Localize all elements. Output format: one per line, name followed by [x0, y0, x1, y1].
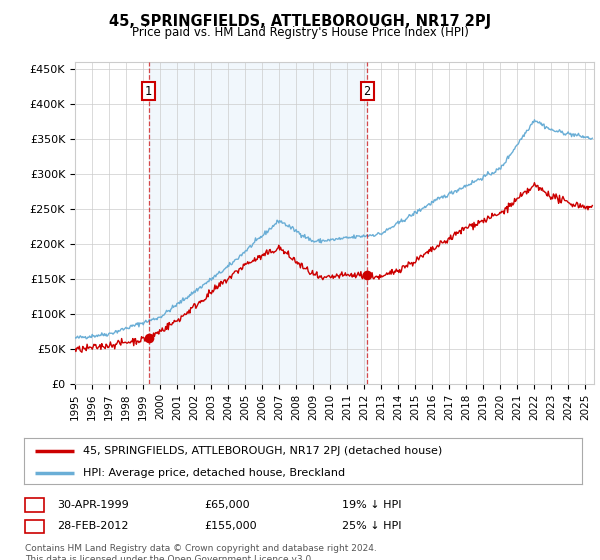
Text: 25% ↓ HPI: 25% ↓ HPI	[342, 521, 401, 531]
Text: 1: 1	[31, 500, 38, 510]
Text: Price paid vs. HM Land Registry's House Price Index (HPI): Price paid vs. HM Land Registry's House …	[131, 26, 469, 39]
Text: 2: 2	[364, 85, 371, 97]
Text: HPI: Average price, detached house, Breckland: HPI: Average price, detached house, Brec…	[83, 468, 345, 478]
Text: 45, SPRINGFIELDS, ATTLEBOROUGH, NR17 2PJ (detached house): 45, SPRINGFIELDS, ATTLEBOROUGH, NR17 2PJ…	[83, 446, 442, 456]
Text: 19% ↓ HPI: 19% ↓ HPI	[342, 500, 401, 510]
Text: 2: 2	[31, 521, 38, 531]
Text: 45, SPRINGFIELDS, ATTLEBOROUGH, NR17 2PJ: 45, SPRINGFIELDS, ATTLEBOROUGH, NR17 2PJ	[109, 14, 491, 29]
Bar	[149, 62, 367, 384]
Text: 28-FEB-2012: 28-FEB-2012	[57, 521, 128, 531]
Text: Contains HM Land Registry data © Crown copyright and database right 2024.
This d: Contains HM Land Registry data © Crown c…	[25, 544, 377, 560]
Text: 30-APR-1999: 30-APR-1999	[57, 500, 129, 510]
Text: 1: 1	[145, 85, 152, 97]
Text: £65,000: £65,000	[204, 500, 250, 510]
Text: £155,000: £155,000	[204, 521, 257, 531]
